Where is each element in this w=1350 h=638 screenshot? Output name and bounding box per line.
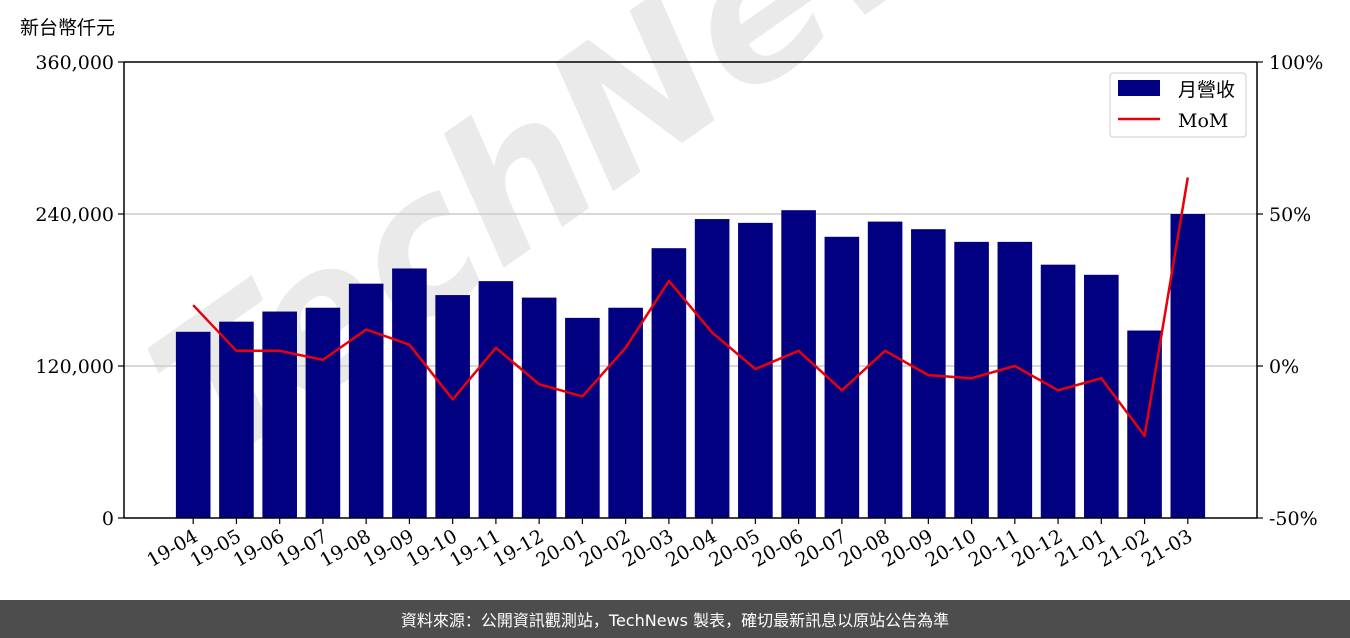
- revenue-bar: [694, 219, 730, 519]
- left-tick-label: 240,000: [35, 204, 114, 226]
- revenue-bar: [738, 222, 773, 518]
- left-tick-label: 360,000: [35, 52, 114, 74]
- mom-line: [192, 177, 1190, 438]
- footer-source-note: 資料來源：公開資訊觀測站，TechNews 製表，確切最新訊息以原站公告為準: [0, 600, 1350, 638]
- x-tick-label: 21-03: [1138, 525, 1196, 571]
- legend-label-revenue: 月營收: [1178, 79, 1235, 101]
- revenue-bar: [435, 295, 470, 518]
- revenue-bar: [1084, 274, 1119, 518]
- revenue-bar: [392, 268, 427, 518]
- revenue-bar: [348, 283, 384, 518]
- y-axis-unit-label: 新台幣仟元: [20, 17, 115, 39]
- right-tick-label: -50%: [1269, 508, 1318, 530]
- mom-line-group: [192, 177, 1190, 438]
- revenue-bar: [867, 221, 903, 518]
- revenue-bar: [262, 311, 297, 518]
- legend-swatch-revenue: [1118, 80, 1160, 96]
- revenue-bar: [824, 236, 860, 519]
- right-tick-label: 50%: [1269, 204, 1311, 226]
- revenue-bar: [565, 317, 600, 518]
- revenue-bar: [651, 248, 687, 518]
- legend: 月營收 MoM: [1109, 72, 1247, 138]
- revenue-bar: [997, 241, 1033, 518]
- left-tick-label: 0: [102, 508, 114, 530]
- revenue-bar: [219, 321, 254, 518]
- revenue-bar: [608, 307, 643, 518]
- revenue-bar: [911, 229, 946, 518]
- revenue-bar: [954, 241, 989, 518]
- left-tick-label: 120,000: [35, 356, 114, 378]
- right-tick-label: 100%: [1269, 52, 1323, 74]
- right-tick-label: 0%: [1269, 356, 1299, 378]
- revenue-bars: [175, 210, 1206, 519]
- legend-label-mom: MoM: [1178, 110, 1228, 132]
- revenue-chart: TechNews 0120,000240,000360,000-50%0%50%…: [20, 0, 1323, 572]
- revenue-bar: [1170, 214, 1206, 518]
- revenue-bar: [521, 297, 557, 518]
- revenue-bar: [478, 281, 514, 518]
- revenue-bar: [781, 210, 816, 518]
- revenue-bar: [175, 331, 211, 518]
- revenue-bar: [305, 307, 341, 518]
